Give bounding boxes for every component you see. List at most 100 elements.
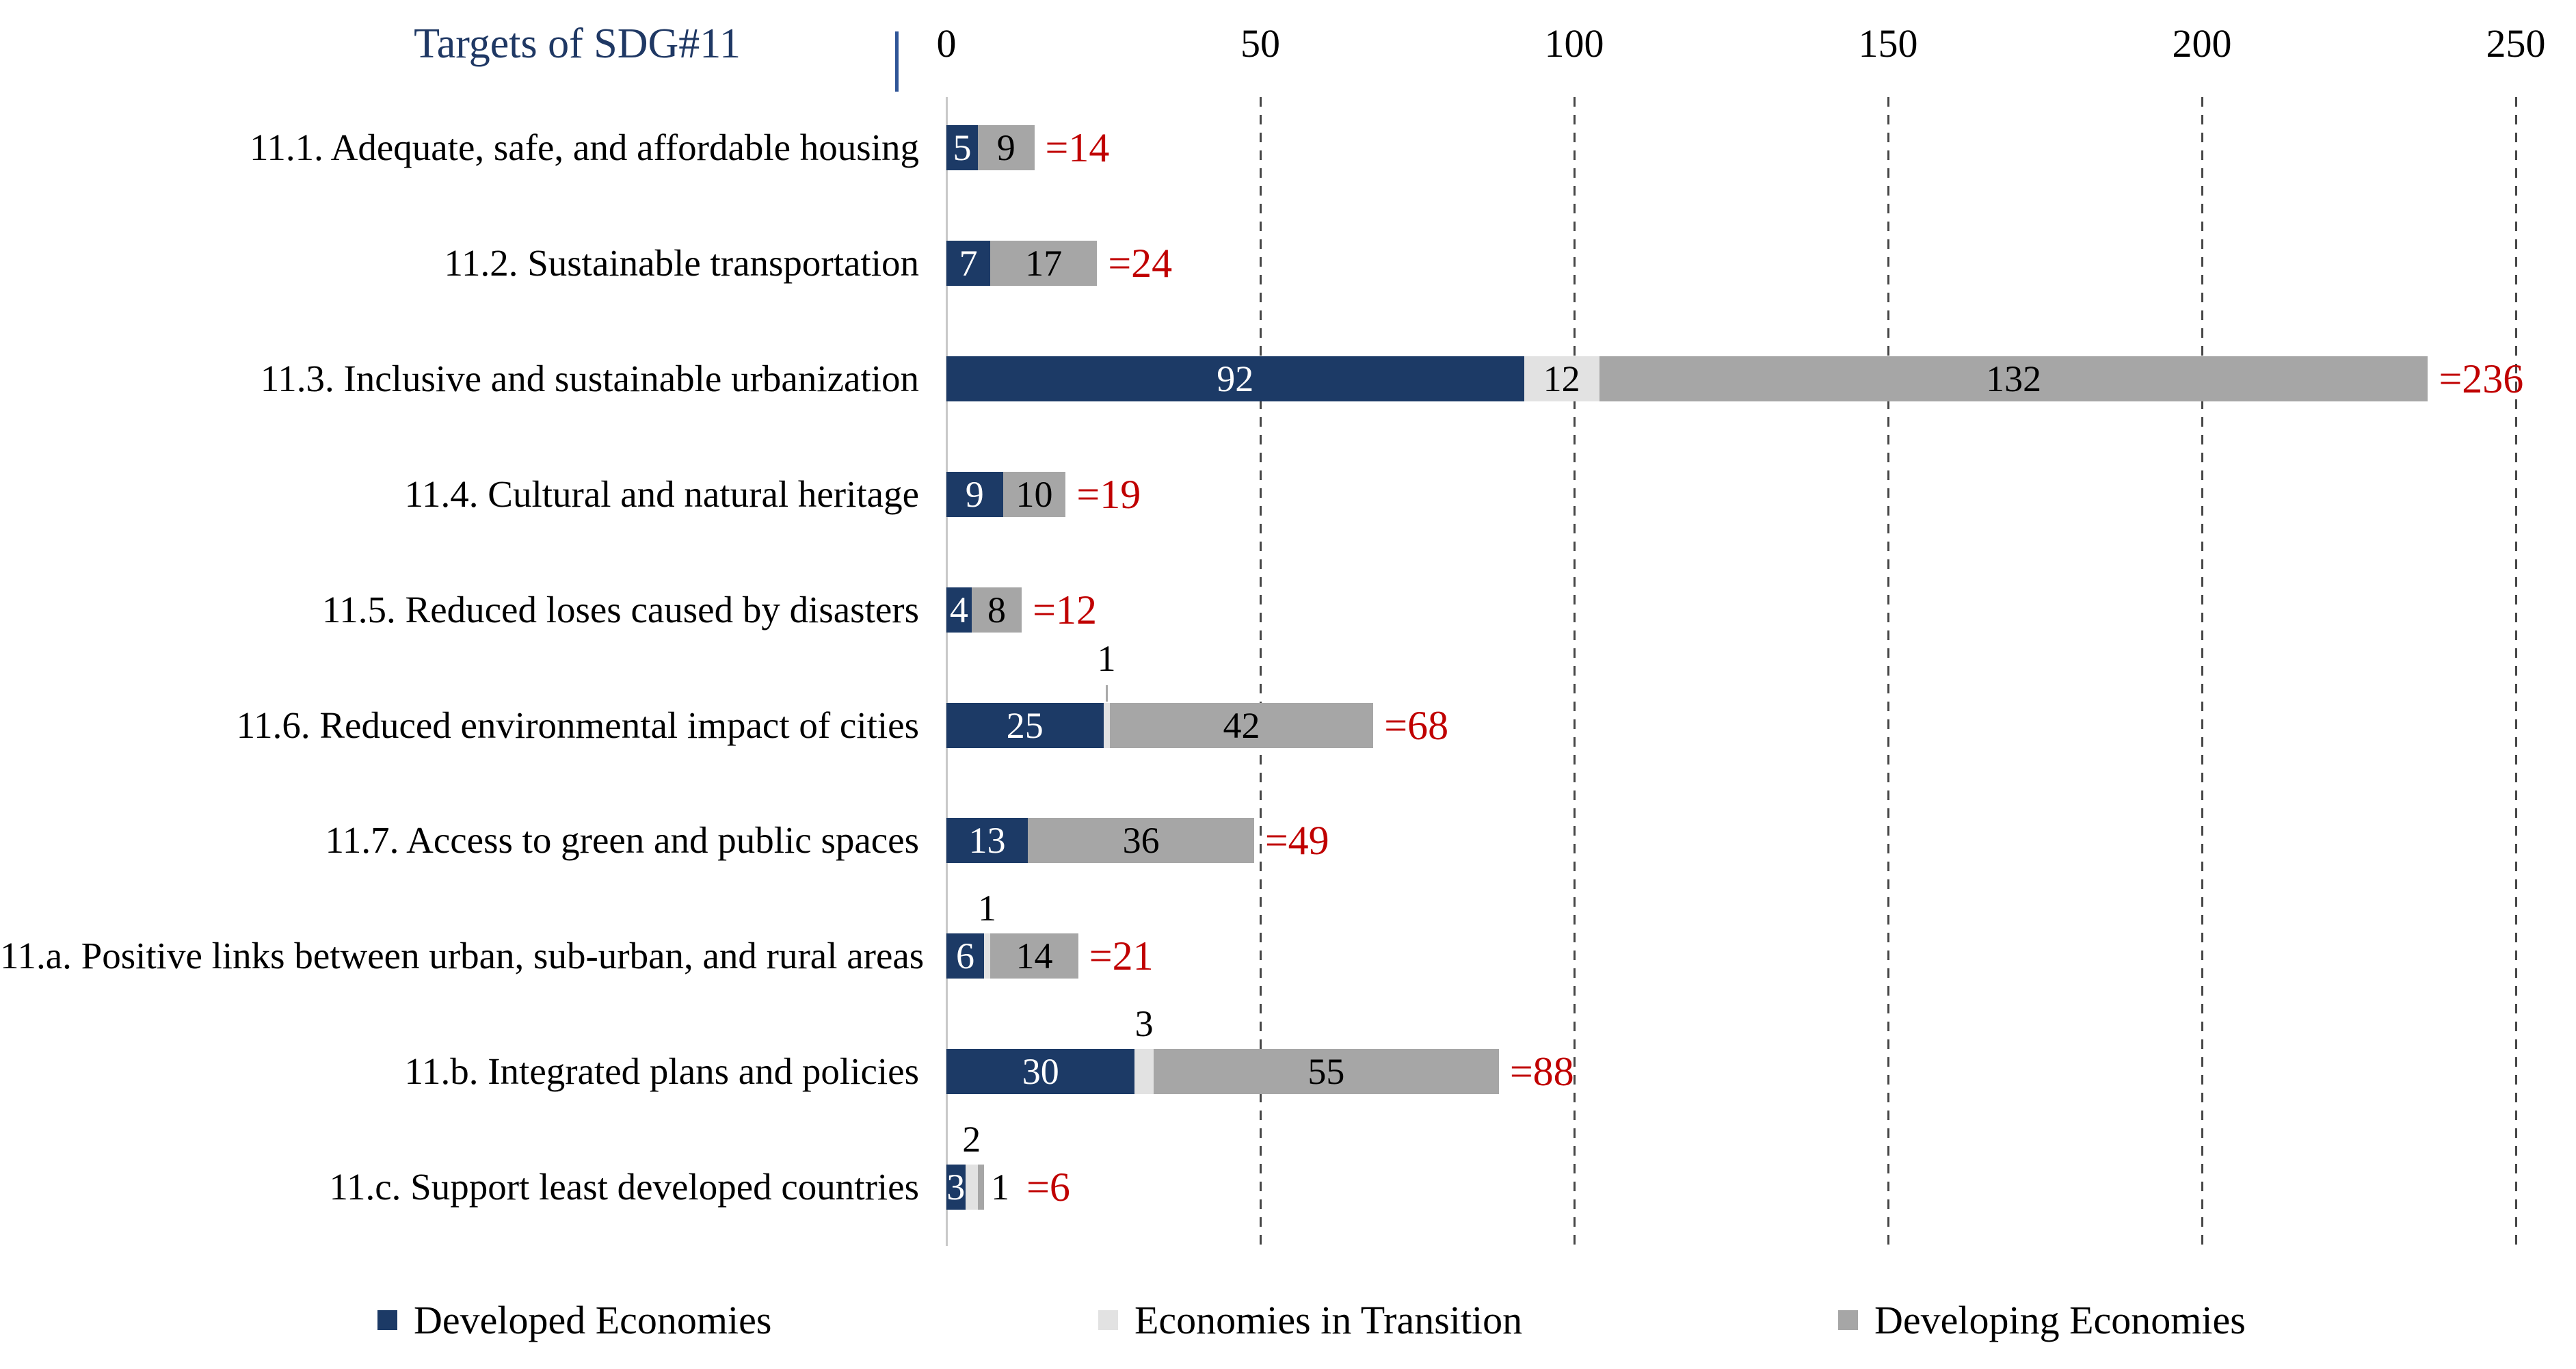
bar-segment-developing: 132: [1599, 356, 2428, 401]
bar-segment-developed: 92: [946, 356, 1524, 401]
bar-value-label: 7: [959, 243, 978, 284]
x-axis-tick-label: 50: [1240, 21, 1280, 66]
bar-row: 7 17: [946, 241, 1098, 286]
title-axis-separator: [895, 31, 899, 92]
bar-segment-developing: 17: [990, 241, 1098, 286]
bar-segment-transition: [965, 1165, 978, 1210]
bar-row: 92 12 132: [946, 356, 2428, 401]
bar-segment-developing: 42: [1109, 703, 1374, 748]
bar-segment-transition: 12: [1524, 356, 1599, 401]
bar-segment-developing: 14: [990, 933, 1078, 979]
bar-value-label: 6: [956, 935, 975, 976]
total-label: =21: [1089, 933, 1154, 979]
category-label: 11.2. Sustainable transportation: [444, 241, 919, 284]
callout-leader-line: [1105, 685, 1108, 702]
bar-value-label: 8: [987, 589, 1006, 630]
bar-row: 6 14: [946, 933, 1078, 979]
bar-row: 30 55: [946, 1049, 1499, 1094]
bar-value-label: 132: [1986, 358, 2042, 399]
transition-value-callout: 1: [1097, 638, 1116, 679]
category-label: 11.c. Support least developed countries: [329, 1166, 919, 1208]
total-label: =6: [1026, 1165, 1070, 1210]
y-axis-line: [945, 97, 948, 1246]
legend-item: Developing Economies: [1838, 1297, 2246, 1342]
legend-label: Developing Economies: [1874, 1297, 2246, 1342]
legend-item: Economies in Transition: [1098, 1297, 1522, 1342]
bar-row: 9 10: [946, 472, 1066, 517]
gridline: [2514, 97, 2517, 1246]
category-label: 11.b. Integrated plans and policies: [404, 1050, 919, 1093]
total-label: =14: [1045, 125, 1110, 170]
category-label: 11.3. Inclusive and sustainable urbaniza…: [260, 357, 919, 399]
legend-item: Developed Economies: [377, 1297, 771, 1342]
bar-segment-transition: [984, 933, 991, 979]
bar-value-label: 3: [946, 1167, 966, 1208]
bar-row: 25 42: [946, 703, 1374, 748]
gridline: [2201, 97, 2203, 1246]
category-label: 11.1. Adequate, safe, and affordable hou…: [249, 127, 919, 168]
bar-value-label: 4: [949, 589, 968, 630]
bar-value-label: 12: [1543, 358, 1580, 399]
legend-swatch: [1838, 1310, 1858, 1330]
total-label: =19: [1076, 472, 1141, 517]
bar-segment-developing: 9: [977, 125, 1035, 170]
x-axis-tick-label: 0: [936, 21, 957, 66]
bar-segment-developing: 10: [1002, 472, 1066, 517]
total-label: =88: [1509, 1049, 1574, 1094]
bar-segment-transition: [1134, 1049, 1154, 1094]
transition-value-callout: 2: [962, 1119, 981, 1160]
total-label: =12: [1033, 587, 1097, 633]
total-label: =49: [1264, 818, 1329, 863]
bar-segment-developed: 30: [946, 1049, 1135, 1094]
gridline: [1259, 97, 1262, 1246]
bar-segment-developed: 4: [946, 587, 972, 633]
bar-value-label: 9: [965, 474, 984, 515]
bar-segment-developing: [977, 1165, 985, 1210]
x-axis-tick-label: 150: [1858, 21, 1918, 66]
gridline: [1887, 97, 1889, 1246]
transition-value-callout: 3: [1134, 1003, 1154, 1044]
legend-label: Developed Economies: [414, 1297, 772, 1342]
bar-segment-developing: 55: [1153, 1049, 1499, 1094]
legend-label: Economies in Transition: [1134, 1297, 1523, 1342]
category-label: 11.7. Access to green and public spaces: [325, 819, 919, 862]
bar-value-label: 9: [996, 127, 1015, 168]
gridline: [1573, 97, 1576, 1246]
transition-value-callout: 1: [978, 888, 997, 929]
bar-segment-transition: [1103, 703, 1110, 748]
total-label: =68: [1384, 703, 1449, 748]
bar-segment-developed: 13: [946, 818, 1028, 863]
bar-row: 3: [946, 1165, 985, 1210]
legend-swatch: [377, 1310, 397, 1330]
bar-value-label: 17: [1025, 243, 1063, 284]
category-label: 11.5. Reduced loses caused by disasters: [321, 588, 919, 630]
bar-segment-developing: 36: [1028, 818, 1254, 863]
bar-segment-developing: 8: [971, 587, 1022, 633]
bar-row: 13 36: [946, 818, 1254, 863]
bar-segment-developed: 6: [946, 933, 985, 979]
bar-segment-developed: 3: [946, 1165, 966, 1210]
bar-value-label: 25: [1006, 705, 1044, 746]
total-label: =236: [2439, 356, 2524, 401]
category-label: 11.6. Reduced environmental impact of ci…: [236, 704, 919, 746]
category-label: 11.4. Cultural and natural heritage: [404, 473, 919, 515]
legend-swatch: [1098, 1310, 1118, 1330]
category-label: 11.a. Positive links between urban, sub-…: [0, 935, 925, 977]
bar-segment-developed: 7: [946, 241, 991, 286]
x-axis-tick-label: 100: [1544, 21, 1604, 66]
chart-title: Targets of SDG#11: [414, 21, 741, 67]
bar-segment-developed: 5: [946, 125, 978, 170]
bar-segment-developed: 9: [946, 472, 1003, 517]
x-axis-tick-label: 200: [2172, 21, 2232, 66]
bar-value-label: 92: [1217, 358, 1254, 399]
bar-segment-developed: 25: [946, 703, 1104, 748]
total-label: =24: [1108, 241, 1173, 286]
developing-value-outside-label: 1: [991, 1167, 1010, 1208]
bar-value-label: 30: [1022, 1051, 1059, 1092]
x-axis-tick-label: 250: [2486, 21, 2546, 66]
bar-value-label: 13: [968, 820, 1006, 861]
bar-value-label: 5: [953, 127, 972, 168]
